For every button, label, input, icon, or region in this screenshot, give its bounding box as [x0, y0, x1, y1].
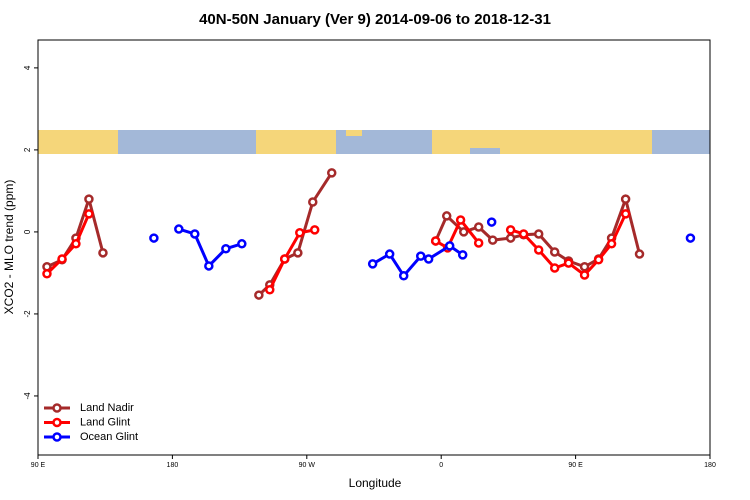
data-point [254, 290, 264, 300]
x-tick-label: 180 [704, 462, 716, 469]
legend-label: Ocean Glint [80, 431, 138, 443]
legend-label: Land Glint [80, 416, 130, 428]
data-point [518, 229, 529, 239]
sea-strip [470, 148, 500, 154]
series-line [46, 172, 641, 297]
data-point [430, 236, 441, 246]
legend-label: Land Nadir [80, 402, 134, 414]
data-point [549, 263, 560, 273]
data-point [458, 227, 469, 237]
y-tick-label: -2 [23, 310, 32, 318]
data-point [533, 229, 544, 239]
data-point [634, 249, 645, 259]
data-point [487, 235, 498, 245]
data-point [620, 209, 631, 219]
data-point [149, 233, 159, 243]
land-strip [38, 130, 118, 154]
data-point [42, 268, 52, 279]
x-axis-label: Longitude [349, 476, 402, 490]
x-tick-label: 0 [439, 462, 443, 469]
series-line [45, 213, 627, 291]
data-point [57, 254, 67, 264]
data-point [444, 241, 455, 251]
data-point [190, 229, 200, 239]
data-point [367, 259, 378, 269]
data-point [620, 194, 631, 204]
y-tick-label: 0 [23, 229, 32, 234]
y-tick-label: 4 [23, 65, 32, 70]
data-point [579, 262, 590, 272]
data-point [563, 258, 574, 268]
data-point [533, 245, 544, 255]
data-point [685, 233, 696, 243]
data-point [486, 217, 497, 227]
data-point [423, 254, 434, 264]
x-tick-label: 90 E [31, 462, 46, 469]
data-point [505, 225, 516, 235]
data-point [265, 284, 275, 295]
legend-marker [52, 417, 62, 428]
land-strip [346, 130, 362, 136]
x-tick-label: 90 E [568, 462, 583, 469]
map-strip [38, 130, 710, 154]
data-point [457, 250, 468, 260]
data-point [293, 248, 303, 258]
y-tick-label: -4 [23, 392, 32, 400]
data-point [279, 254, 290, 264]
data-point [441, 211, 452, 221]
legend-marker [52, 403, 62, 413]
data-point [415, 251, 426, 261]
data-point [71, 239, 81, 249]
data-point [549, 247, 560, 257]
data-point [84, 209, 94, 219]
data-point [606, 239, 617, 249]
land-strip [432, 130, 652, 154]
legend-marker [52, 432, 62, 442]
data-point [473, 222, 484, 232]
chart-title: 40N-50N January (Ver 9) 2014-09-06 to 20… [199, 11, 551, 28]
data-point [308, 197, 318, 207]
data-point [98, 248, 108, 258]
x-tick-label: 90 W [299, 462, 316, 469]
x-tick-label: 180 [167, 462, 179, 469]
data-point [237, 239, 247, 249]
plot-frame [37, 39, 711, 456]
data-point [295, 227, 305, 238]
data-point [84, 194, 94, 204]
land-strip [256, 130, 336, 154]
y-tick-label: 2 [23, 147, 32, 152]
data-point [473, 238, 484, 248]
data-point [384, 249, 395, 259]
data-point [204, 261, 214, 271]
data-point [398, 271, 409, 281]
y-axis-label: XCO2 - MLO trend (ppm) [2, 180, 16, 315]
data-point [174, 224, 184, 234]
data-point [221, 243, 231, 254]
data-point [326, 168, 337, 178]
data-point [593, 255, 604, 265]
data-point [455, 215, 466, 225]
data-point [579, 270, 590, 280]
data-point [309, 225, 320, 235]
data-point [505, 233, 516, 243]
